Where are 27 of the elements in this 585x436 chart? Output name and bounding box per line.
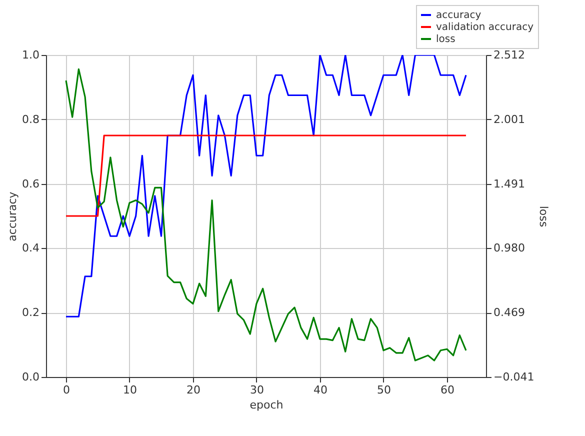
- y2-tick-label: 2.512: [494, 48, 525, 62]
- x-tick-label: 0: [63, 384, 70, 396]
- y2-tick-label: 2.001: [494, 112, 525, 126]
- y-axis-title: accuracy: [6, 191, 20, 242]
- y2-axis-title: loss: [537, 206, 550, 228]
- x-axis-title: epoch: [250, 398, 284, 412]
- x-tick-label: 40: [313, 384, 328, 396]
- y-tick-label: 0.4: [22, 242, 40, 255]
- legend-label: loss: [436, 34, 456, 45]
- y2-tick-label: 0.469: [494, 306, 525, 320]
- x-tick-label: 50: [376, 384, 391, 396]
- y2-tick-label: −0.041: [494, 370, 534, 384]
- y2-tick-label: 1.491: [494, 177, 525, 190]
- y-tick-label: 0.6: [22, 177, 40, 190]
- x-tick-label: 30: [250, 384, 264, 396]
- line-series: [65, 55, 467, 318]
- y-tick-label: 0.0: [22, 370, 40, 384]
- x-tick-label: 60: [440, 384, 454, 396]
- legend-label: validation accuracy: [436, 22, 534, 33]
- y2-tick-label: 0.980: [494, 242, 525, 255]
- y-tick-label: 0.2: [22, 306, 40, 320]
- y-tick-label: 1.0: [22, 48, 40, 62]
- legend-label: accuracy: [436, 10, 482, 21]
- x-tick-label: 20: [186, 384, 200, 396]
- y-tick-label: 0.8: [22, 112, 40, 126]
- line-series: [65, 68, 467, 362]
- x-tick-label: 10: [122, 384, 137, 396]
